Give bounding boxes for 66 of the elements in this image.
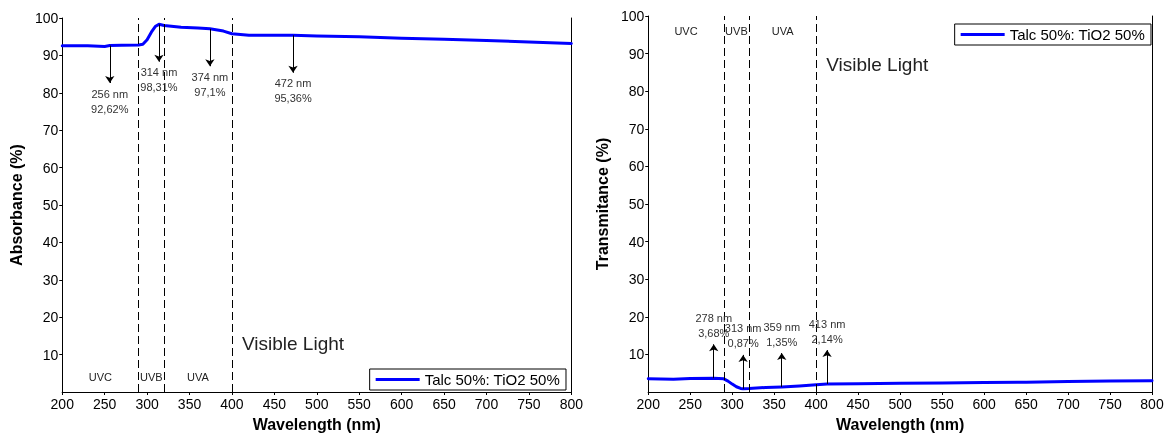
x-tick-label: 700 xyxy=(1056,396,1080,412)
x-tick-label: 250 xyxy=(678,396,703,412)
x-tick-label: 450 xyxy=(262,396,287,412)
y-tick-label: 80 xyxy=(628,83,645,100)
x-tick-label: 750 xyxy=(1098,396,1122,412)
line-series xyxy=(60,22,573,48)
x-tick-label: 350 xyxy=(177,396,202,412)
annotation: 359 nm 1,35% xyxy=(763,320,801,348)
x-tick-label: 300 xyxy=(720,396,745,412)
x-tick-label: 600 xyxy=(972,396,996,412)
x-tick-label: 700 xyxy=(474,396,499,412)
y-tick-label: 20 xyxy=(42,309,59,326)
x-tick-label: 250 xyxy=(93,396,117,412)
annotation: 374 nm 97,1% xyxy=(191,70,229,98)
y-tick-label: 60 xyxy=(42,159,59,176)
x-tick-label: 200 xyxy=(50,396,75,412)
annotation: UVC xyxy=(88,371,113,384)
x-tick-label: 800 xyxy=(559,396,584,412)
x-tick-label: 550 xyxy=(347,396,372,412)
x-tick-label: 500 xyxy=(888,396,913,412)
y-tick-label: 20 xyxy=(628,308,645,325)
x-tick-label: 550 xyxy=(930,396,954,412)
line-series xyxy=(646,376,1154,391)
y-axis-title: Absorbance (%) xyxy=(7,144,25,266)
annotation: UVA xyxy=(771,25,795,38)
y-tick-label: 70 xyxy=(42,122,59,139)
y-tick-label: 100 xyxy=(620,8,645,24)
x-tick-label: 800 xyxy=(1140,396,1164,412)
y-tick-label: 80 xyxy=(42,84,59,101)
annotation: UVA xyxy=(187,371,210,384)
y-tick-label: 40 xyxy=(42,234,59,251)
x-tick-label: 400 xyxy=(804,396,829,412)
annotation: UVB xyxy=(725,25,748,38)
y-tick-label: 90 xyxy=(42,47,59,64)
y-tick-label: 50 xyxy=(42,197,59,213)
x-tick-label: 350 xyxy=(762,396,787,412)
x-tick-label: 650 xyxy=(1014,396,1038,412)
annotation: 472 nm 95,36% xyxy=(274,77,312,105)
y-axis-title: Transmitance (%) xyxy=(593,137,611,271)
legend-label: Talc 50%: TiO2 50% xyxy=(1009,26,1145,43)
x-tick-label: 500 xyxy=(305,396,329,412)
x-tick-label: 450 xyxy=(846,396,871,412)
y-tick-label: 50 xyxy=(628,196,645,212)
x-tick-label: 300 xyxy=(135,396,159,412)
y-tick-label: 30 xyxy=(628,271,645,288)
x-tick-label: 750 xyxy=(517,396,541,412)
y-tick-label: 70 xyxy=(628,120,645,137)
x-tick-label: 650 xyxy=(432,396,456,412)
x-axis-title: Wavelength (nm) xyxy=(252,415,381,433)
y-tick-label: 30 xyxy=(42,271,59,288)
x-tick-label: 600 xyxy=(389,396,414,412)
annotation: UVB xyxy=(140,371,163,384)
y-tick-label: 100 xyxy=(34,10,59,26)
x-tick-label: 400 xyxy=(220,396,244,412)
x-tick-label: 200 xyxy=(636,396,661,412)
legend-label: Talc 50%: TiO2 50% xyxy=(424,371,560,388)
y-tick-label: 10 xyxy=(42,346,59,363)
annotation: UVC xyxy=(674,25,698,38)
y-tick-label: 90 xyxy=(628,45,645,62)
y-tick-label: 60 xyxy=(628,158,645,175)
annotation: Visible Light xyxy=(826,54,929,76)
y-tick-label: 10 xyxy=(628,346,645,363)
x-axis-title: Wavelength (nm) xyxy=(835,415,965,433)
annotation: Visible Light xyxy=(241,332,345,354)
annotation: 256 nm 92,62% xyxy=(91,87,129,115)
y-tick-label: 40 xyxy=(628,233,645,250)
